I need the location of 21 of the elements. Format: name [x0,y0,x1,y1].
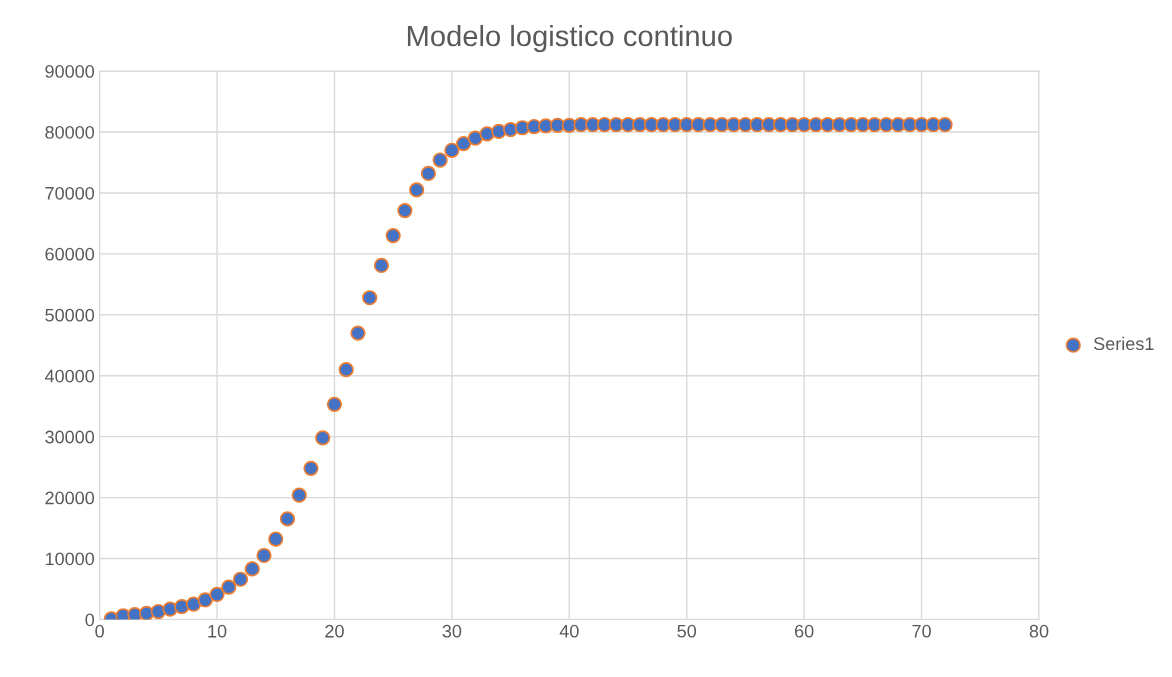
x-tick-label: 10 [208,624,227,638]
y-tick-label: 80000 [45,125,95,139]
x-tick-label: 30 [442,624,462,638]
y-tick-label: 0 [85,613,95,627]
x-tick-label: 70 [912,624,931,638]
y-tick-label: 40000 [44,369,95,383]
legend-label: Series1 [1093,336,1154,351]
y-tick-label: 10000 [45,552,95,566]
y-tick-label: 50000 [45,308,95,322]
x-tick-label: 40 [559,624,579,638]
y-tick-label: 70000 [45,186,95,200]
y-tick-label: 60000 [45,247,95,261]
x-tick-label: 80 [1029,624,1049,638]
x-tick-label: 0 [95,624,104,638]
y-tick-label: 20000 [45,491,95,505]
x-tick-label: 20 [325,624,344,638]
chart-title: Modelo logistico continuo [407,24,732,53]
y-tick-label: 30000 [45,430,95,444]
x-tick-label: 60 [795,624,814,638]
y-tick-label: 90000 [45,65,95,78]
x-tick-label: 50 [677,624,697,638]
